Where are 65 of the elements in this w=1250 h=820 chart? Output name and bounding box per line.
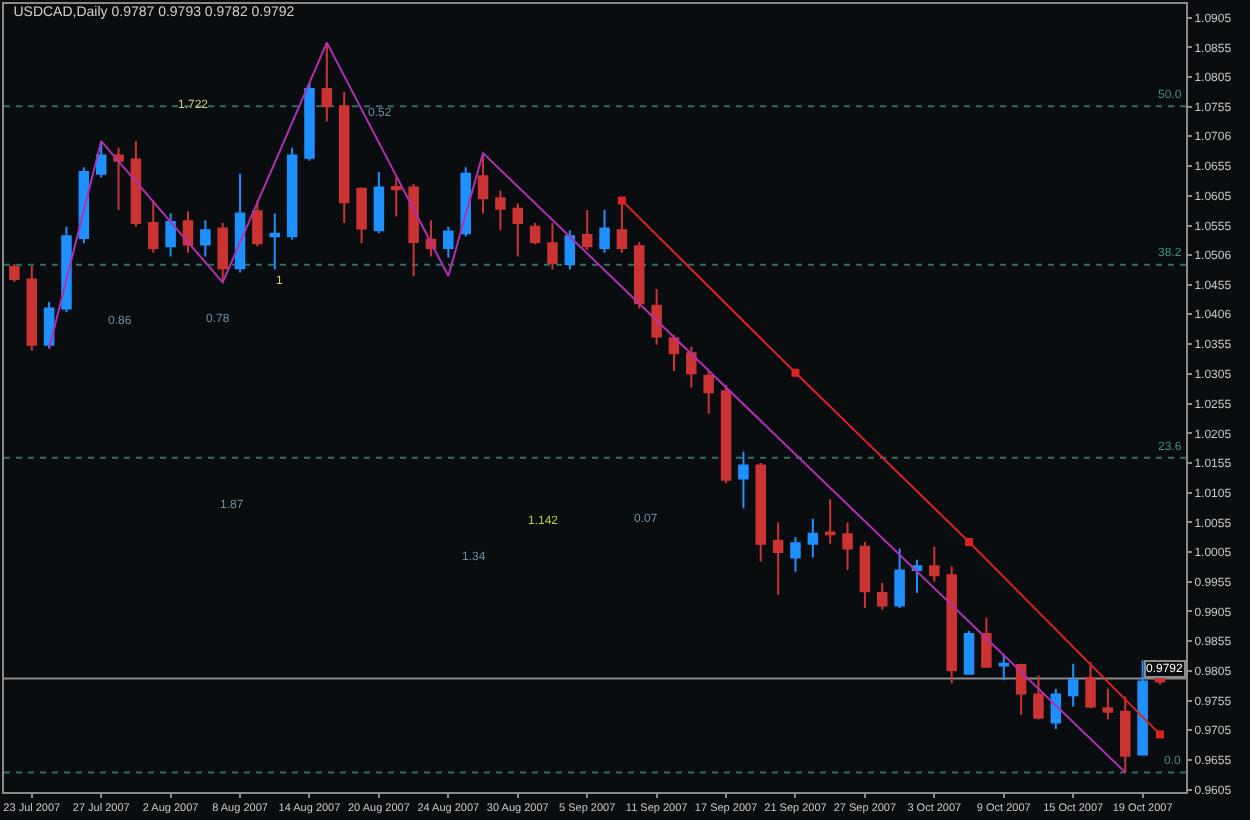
candlestick	[130, 140, 142, 228]
point	[965, 538, 974, 546]
candlestick	[443, 225, 454, 259]
candlestick	[408, 182, 419, 277]
candlestick	[894, 547, 905, 609]
candlestick	[148, 199, 159, 254]
candlestick	[963, 630, 975, 675]
candlestick	[581, 209, 593, 251]
candlestick	[651, 288, 662, 346]
line-series	[48, 41, 1127, 774]
candlestick	[1033, 674, 1044, 721]
candlestick	[807, 517, 819, 559]
candlestick	[113, 146, 124, 212]
point	[791, 368, 800, 377]
candlestick	[929, 545, 940, 583]
candlestick	[790, 536, 801, 573]
candlestick	[338, 90, 350, 225]
candlestick	[599, 209, 610, 254]
candlestick	[859, 541, 871, 609]
point	[1155, 730, 1164, 739]
candlestick	[477, 153, 489, 215]
candlestick	[1137, 659, 1148, 757]
point	[617, 196, 626, 205]
candlestick	[269, 212, 281, 271]
candlestick	[772, 521, 784, 596]
candlestick	[634, 241, 645, 310]
candlestick	[304, 81, 315, 162]
candlestick	[321, 41, 333, 123]
candlestick	[564, 229, 576, 271]
candlestick	[842, 521, 853, 571]
candlestick	[738, 450, 749, 510]
candlestick	[512, 202, 524, 258]
candlestick	[1015, 662, 1027, 716]
candlestick	[95, 140, 107, 179]
candlestick	[234, 172, 246, 274]
candlestick	[1154, 676, 1166, 686]
candlestick	[373, 171, 385, 235]
candlestick	[547, 222, 558, 271]
candlestick	[356, 186, 367, 245]
candlestick	[877, 581, 888, 611]
candlestick	[217, 222, 228, 284]
candlestick	[1120, 695, 1131, 774]
candlestick	[529, 222, 541, 246]
candlestick	[1067, 662, 1079, 708]
candlestick	[495, 189, 506, 232]
candlestick	[668, 334, 680, 372]
candlestick	[720, 383, 732, 485]
candlestick	[946, 565, 957, 685]
candlestick	[165, 212, 176, 258]
candlestick	[1085, 660, 1096, 710]
candlestick	[391, 176, 402, 218]
candlestick	[286, 146, 298, 241]
candlestick	[252, 199, 263, 248]
candlestick	[1102, 687, 1114, 721]
candlestick	[998, 652, 1009, 682]
candlestick	[182, 210, 194, 254]
candlestick	[824, 498, 836, 545]
candlestick	[755, 462, 767, 563]
candlestick	[686, 345, 697, 389]
candlestick	[200, 219, 211, 258]
candlestick	[911, 558, 923, 595]
candlestick	[26, 264, 38, 352]
candlestick	[703, 369, 714, 415]
candlestick	[9, 263, 20, 283]
candlestick	[981, 616, 992, 668]
